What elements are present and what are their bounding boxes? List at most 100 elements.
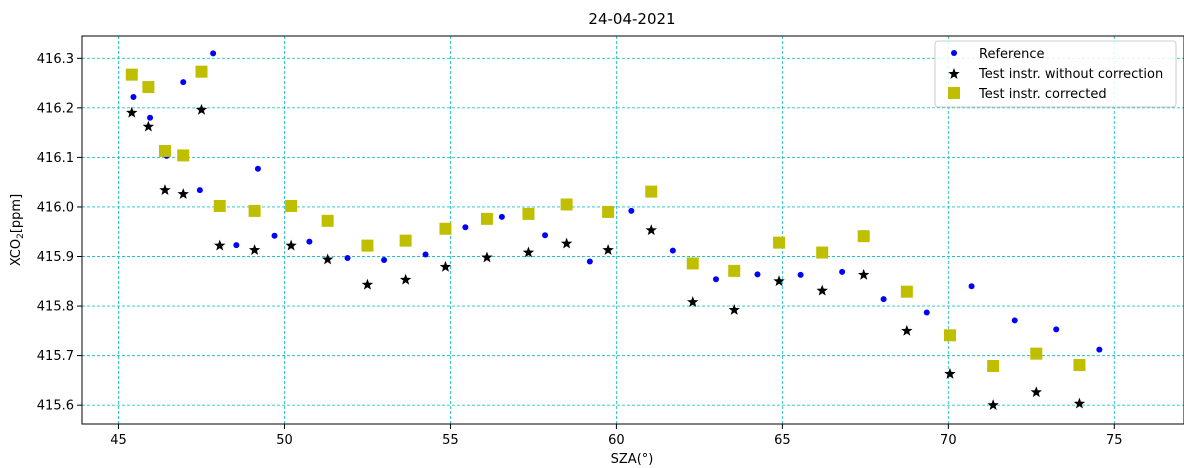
chart-title: 24-04-2021 bbox=[588, 10, 675, 28]
legend-reference-label: Reference bbox=[979, 47, 1044, 62]
reference-point bbox=[1096, 346, 1103, 353]
corrected-square-point bbox=[439, 222, 452, 235]
reference-point bbox=[233, 242, 240, 249]
uncorrected-star-point bbox=[248, 244, 261, 255]
uncorrected-star-point bbox=[773, 275, 785, 287]
reference-point bbox=[271, 232, 278, 239]
corrected-square-point bbox=[125, 68, 138, 81]
x-tick-label: 70 bbox=[940, 433, 957, 448]
corrected-square-point bbox=[943, 329, 956, 342]
y-tick-label: 416.0 bbox=[37, 200, 74, 215]
corrected-square-point bbox=[1073, 359, 1086, 372]
grid bbox=[82, 36, 1184, 424]
x-axis-title: SZA(°) bbox=[611, 452, 654, 467]
reference-point bbox=[923, 309, 930, 316]
reference-point bbox=[1053, 326, 1060, 333]
reference-point bbox=[1011, 317, 1018, 324]
uncorrected-star-point bbox=[816, 284, 828, 296]
reference-point bbox=[196, 187, 203, 194]
uncorrected-star-point bbox=[1073, 397, 1086, 409]
uncorrected-star-point bbox=[602, 244, 614, 255]
corrected-square-point bbox=[177, 149, 190, 162]
y-tick-label: 415.8 bbox=[37, 300, 74, 315]
y-axis-title: XCO2[ppm] bbox=[9, 194, 26, 266]
reference-point bbox=[462, 224, 469, 231]
uncorrected-star-point bbox=[481, 251, 493, 263]
y-tick-label: 416.1 bbox=[37, 151, 74, 166]
uncorrected-star-point bbox=[126, 106, 138, 118]
uncorrected-star-point bbox=[285, 239, 297, 251]
uncorrected-star-point bbox=[177, 188, 189, 199]
corrected-square-point bbox=[285, 199, 298, 212]
reference-point bbox=[542, 232, 549, 239]
uncorrected-star-point bbox=[901, 324, 913, 336]
reference-point bbox=[498, 213, 505, 220]
legend-box bbox=[934, 40, 1177, 108]
y-tick-label: 416.2 bbox=[37, 101, 74, 116]
plot-frame bbox=[81, 35, 1184, 425]
reference-point bbox=[968, 283, 975, 290]
uncorrected-star-point bbox=[439, 260, 452, 272]
reference-point bbox=[754, 271, 761, 278]
corrected-square-point bbox=[522, 207, 535, 220]
corrected-square-point bbox=[399, 234, 412, 247]
reference-point bbox=[147, 114, 154, 121]
axis-ticks: 45 50 55 60 65 70 75 415.6 415.7 415.8 415.9 416.0 4… bbox=[37, 52, 1123, 448]
corrected-square-point bbox=[321, 214, 334, 227]
legend-square-marker bbox=[948, 87, 960, 99]
uncorrected-star-point bbox=[399, 273, 412, 285]
y-tick-label: 415.9 bbox=[37, 250, 74, 265]
corrected-square-point bbox=[195, 65, 208, 78]
uncorrected-star-point bbox=[522, 246, 535, 258]
uncorrected-star-point bbox=[645, 224, 657, 236]
uncorrected-star-point bbox=[944, 367, 956, 379]
uncorrected-star-point bbox=[321, 253, 334, 265]
corrected-square-point bbox=[361, 239, 374, 252]
legend-star-marker bbox=[948, 68, 960, 79]
y-tick-label: 415.6 bbox=[37, 399, 74, 414]
reference-point bbox=[880, 296, 887, 303]
legend-reference-marker bbox=[951, 50, 957, 56]
corrected-square-point bbox=[900, 285, 913, 298]
legend-test-corrected-label: Test instr. corrected bbox=[978, 87, 1107, 102]
corrected-square-point bbox=[987, 360, 1000, 373]
uncorrected-star-point bbox=[987, 399, 999, 411]
corrected-square-point bbox=[686, 257, 699, 270]
corrected-square-point bbox=[480, 212, 493, 225]
corrected-square-point bbox=[602, 205, 615, 218]
corrected-square-point bbox=[728, 264, 741, 277]
x-tick-label: 55 bbox=[442, 433, 459, 448]
corrected-square-point bbox=[158, 144, 171, 157]
reference-point bbox=[344, 254, 351, 261]
uncorrected-star-point bbox=[195, 103, 208, 115]
corrected-square-point bbox=[248, 204, 261, 217]
uncorrected-star-point bbox=[560, 237, 573, 249]
reference-point bbox=[712, 276, 719, 283]
uncorrected-star-point bbox=[361, 278, 374, 290]
legend-test-uncorrected-label: Test instr. without correction bbox=[978, 67, 1163, 82]
x-tick-label: 65 bbox=[774, 433, 791, 448]
y-tick-label: 416.3 bbox=[37, 52, 74, 67]
legend: Reference Test instr. without correction… bbox=[934, 40, 1177, 108]
reference-point bbox=[306, 238, 313, 245]
uncorrected-star-point bbox=[687, 296, 699, 307]
y-axis-title-subscript: 2 bbox=[16, 233, 26, 239]
corrected-square-point bbox=[1030, 347, 1043, 360]
corrected-square-point bbox=[645, 185, 658, 198]
uncorrected-star-point bbox=[857, 268, 870, 280]
uncorrected-star-point bbox=[1030, 386, 1042, 398]
y-axis-title-main: XCO bbox=[9, 239, 24, 266]
corrected-square-point bbox=[142, 81, 155, 94]
reference-point bbox=[422, 251, 429, 258]
reference-point bbox=[381, 256, 388, 263]
uncorrected-star-point bbox=[728, 304, 740, 315]
uncorrected-star-point bbox=[159, 184, 171, 195]
reference-point bbox=[628, 207, 635, 214]
reference-point bbox=[586, 258, 593, 265]
reference-point bbox=[130, 93, 137, 100]
corrected-square-point bbox=[773, 236, 786, 249]
reference-point bbox=[797, 271, 804, 278]
corrected-square-point bbox=[816, 246, 829, 259]
uncorrected-star-point bbox=[142, 120, 155, 132]
